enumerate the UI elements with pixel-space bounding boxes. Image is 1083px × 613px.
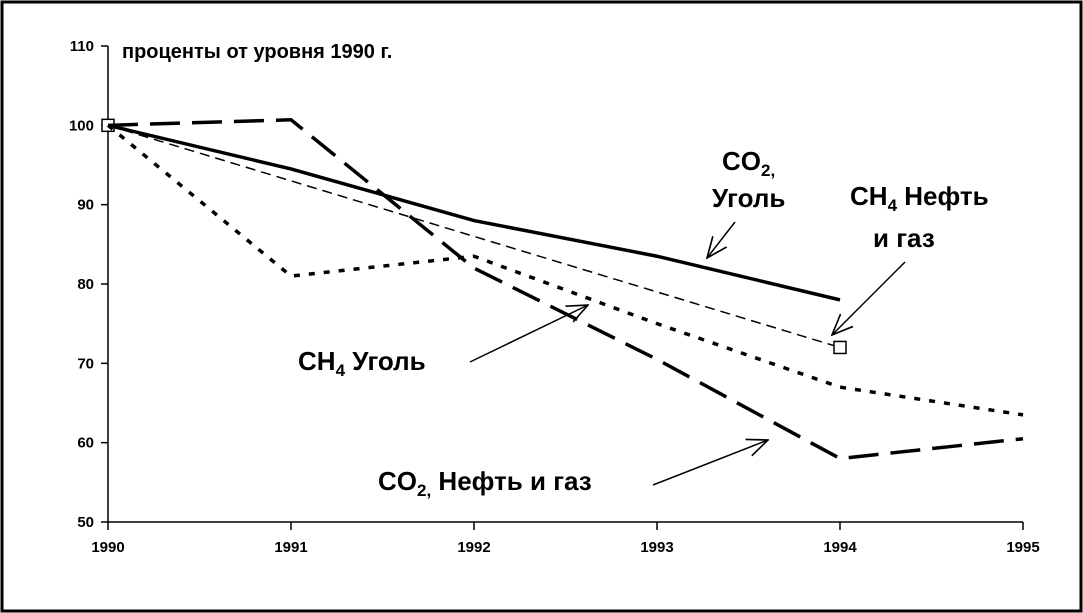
y-tick-label: 50 bbox=[77, 514, 94, 531]
x-tick-label: 1990 bbox=[91, 539, 124, 556]
annotation-arrow bbox=[652, 440, 768, 486]
y-tick-label: 60 bbox=[77, 435, 94, 452]
series-line bbox=[106, 123, 1024, 417]
x-tick-label: 1994 bbox=[823, 539, 857, 556]
annotation: CO2, Нефть и газ bbox=[378, 466, 592, 500]
x-tick-label: 1992 bbox=[457, 539, 490, 556]
annotation-text: Нефть и газ bbox=[431, 466, 592, 496]
annotation: CH4 Уголь bbox=[298, 346, 426, 380]
annotation-text: CH bbox=[850, 181, 888, 211]
annotation: Уголь bbox=[712, 183, 785, 213]
annotation-text: Нефть bbox=[897, 181, 989, 211]
y-axis-title: проценты от уровня 1990 г. bbox=[122, 41, 392, 63]
annotation: и газ bbox=[873, 223, 935, 253]
annotation-arrow bbox=[469, 305, 588, 363]
annotation-subscript: 4 bbox=[888, 196, 898, 215]
y-tick-label: 70 bbox=[77, 355, 94, 372]
x-tick-label: 1993 bbox=[640, 539, 673, 556]
annotation-text: Уголь bbox=[345, 346, 426, 376]
annotation-text: CH bbox=[298, 346, 336, 376]
x-tick-label: 1991 bbox=[274, 539, 307, 556]
annotation: CH4 Нефть bbox=[850, 181, 989, 215]
annotation-subscript: 4 bbox=[336, 361, 346, 380]
annotation: CO2, bbox=[722, 146, 775, 180]
annotation-text: CO bbox=[722, 146, 761, 176]
point-marker bbox=[833, 340, 847, 355]
series-line bbox=[107, 123, 841, 302]
annotation-text: CO bbox=[378, 466, 417, 496]
annotation-text: и газ bbox=[873, 223, 935, 253]
annotation-text: Уголь bbox=[712, 183, 785, 213]
x-tick-label: 1995 bbox=[1006, 539, 1039, 556]
annotation-arrow bbox=[707, 221, 736, 258]
y-tick-label: 100 bbox=[69, 117, 94, 134]
y-tick-label: 80 bbox=[77, 276, 94, 293]
y-tick-label: 90 bbox=[77, 197, 94, 214]
y-tick-label: 110 bbox=[70, 38, 94, 55]
annotation-subscript: 2, bbox=[417, 481, 431, 500]
annotation-arrow bbox=[832, 261, 906, 335]
annotation-subscript: 2, bbox=[761, 161, 775, 180]
